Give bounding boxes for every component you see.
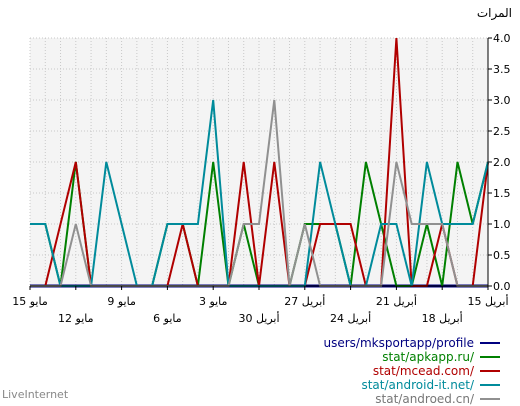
y-tick-label: 2.0	[493, 156, 511, 169]
y-tick-label: 3.0	[493, 94, 511, 107]
x-tick-label: 3 مايو	[199, 295, 228, 308]
x-tick-label: 24 أبريل	[330, 311, 371, 325]
legend-swatch	[480, 398, 500, 400]
y-tick-label: 0.0	[493, 280, 511, 293]
legend-item: stat/apkapp.ru/	[324, 350, 500, 364]
y-axis-label: المرات	[476, 6, 512, 20]
legend-swatch	[480, 370, 500, 372]
x-tick-label: 21 أبريل	[376, 294, 417, 308]
y-tick-label: 0.5	[493, 249, 511, 262]
legend-label: stat/mcead.com/	[372, 364, 474, 378]
x-tick-label: 27 أبريل	[284, 294, 325, 308]
legend-item: stat/mcead.com/	[324, 364, 500, 378]
brand-footer: LiveInternet	[2, 388, 69, 401]
legend-swatch	[480, 342, 500, 344]
y-tick-label: 3.5	[493, 63, 511, 76]
x-tick-label: 9 مايو	[107, 295, 136, 308]
x-tick-label: 15 مايو	[12, 295, 48, 308]
legend-item: stat/androed.cn/	[324, 392, 500, 406]
y-tick-label: 1.0	[493, 218, 511, 231]
y-tick-label: 1.5	[493, 187, 511, 200]
legend-label: stat/android-it.net/	[361, 378, 474, 392]
x-tick-label: 6 مايو	[153, 312, 182, 325]
legend-item: stat/android-it.net/	[324, 378, 500, 392]
x-tick-label: 18 أبريل	[422, 311, 463, 325]
y-tick-label: 4.0	[493, 32, 511, 45]
x-tick-label: 15 أبريل	[467, 294, 508, 308]
chart-legend: users/mksportapp/profile stat/apkapp.ru/s…	[323, 336, 500, 406]
legend-swatch	[480, 384, 500, 386]
x-tick-label: 12 مايو	[58, 312, 94, 325]
x-tick-label: 30 أبريل	[238, 311, 279, 325]
y-tick-label: 2.5	[493, 125, 511, 138]
legend-swatch	[480, 356, 500, 358]
legend-item: users/mksportapp/profile	[323, 336, 500, 350]
legend-label: stat/androed.cn/	[375, 392, 474, 406]
legend-label: users/mksportapp/profile	[323, 336, 475, 350]
legend-label: stat/apkapp.ru/	[382, 350, 474, 364]
